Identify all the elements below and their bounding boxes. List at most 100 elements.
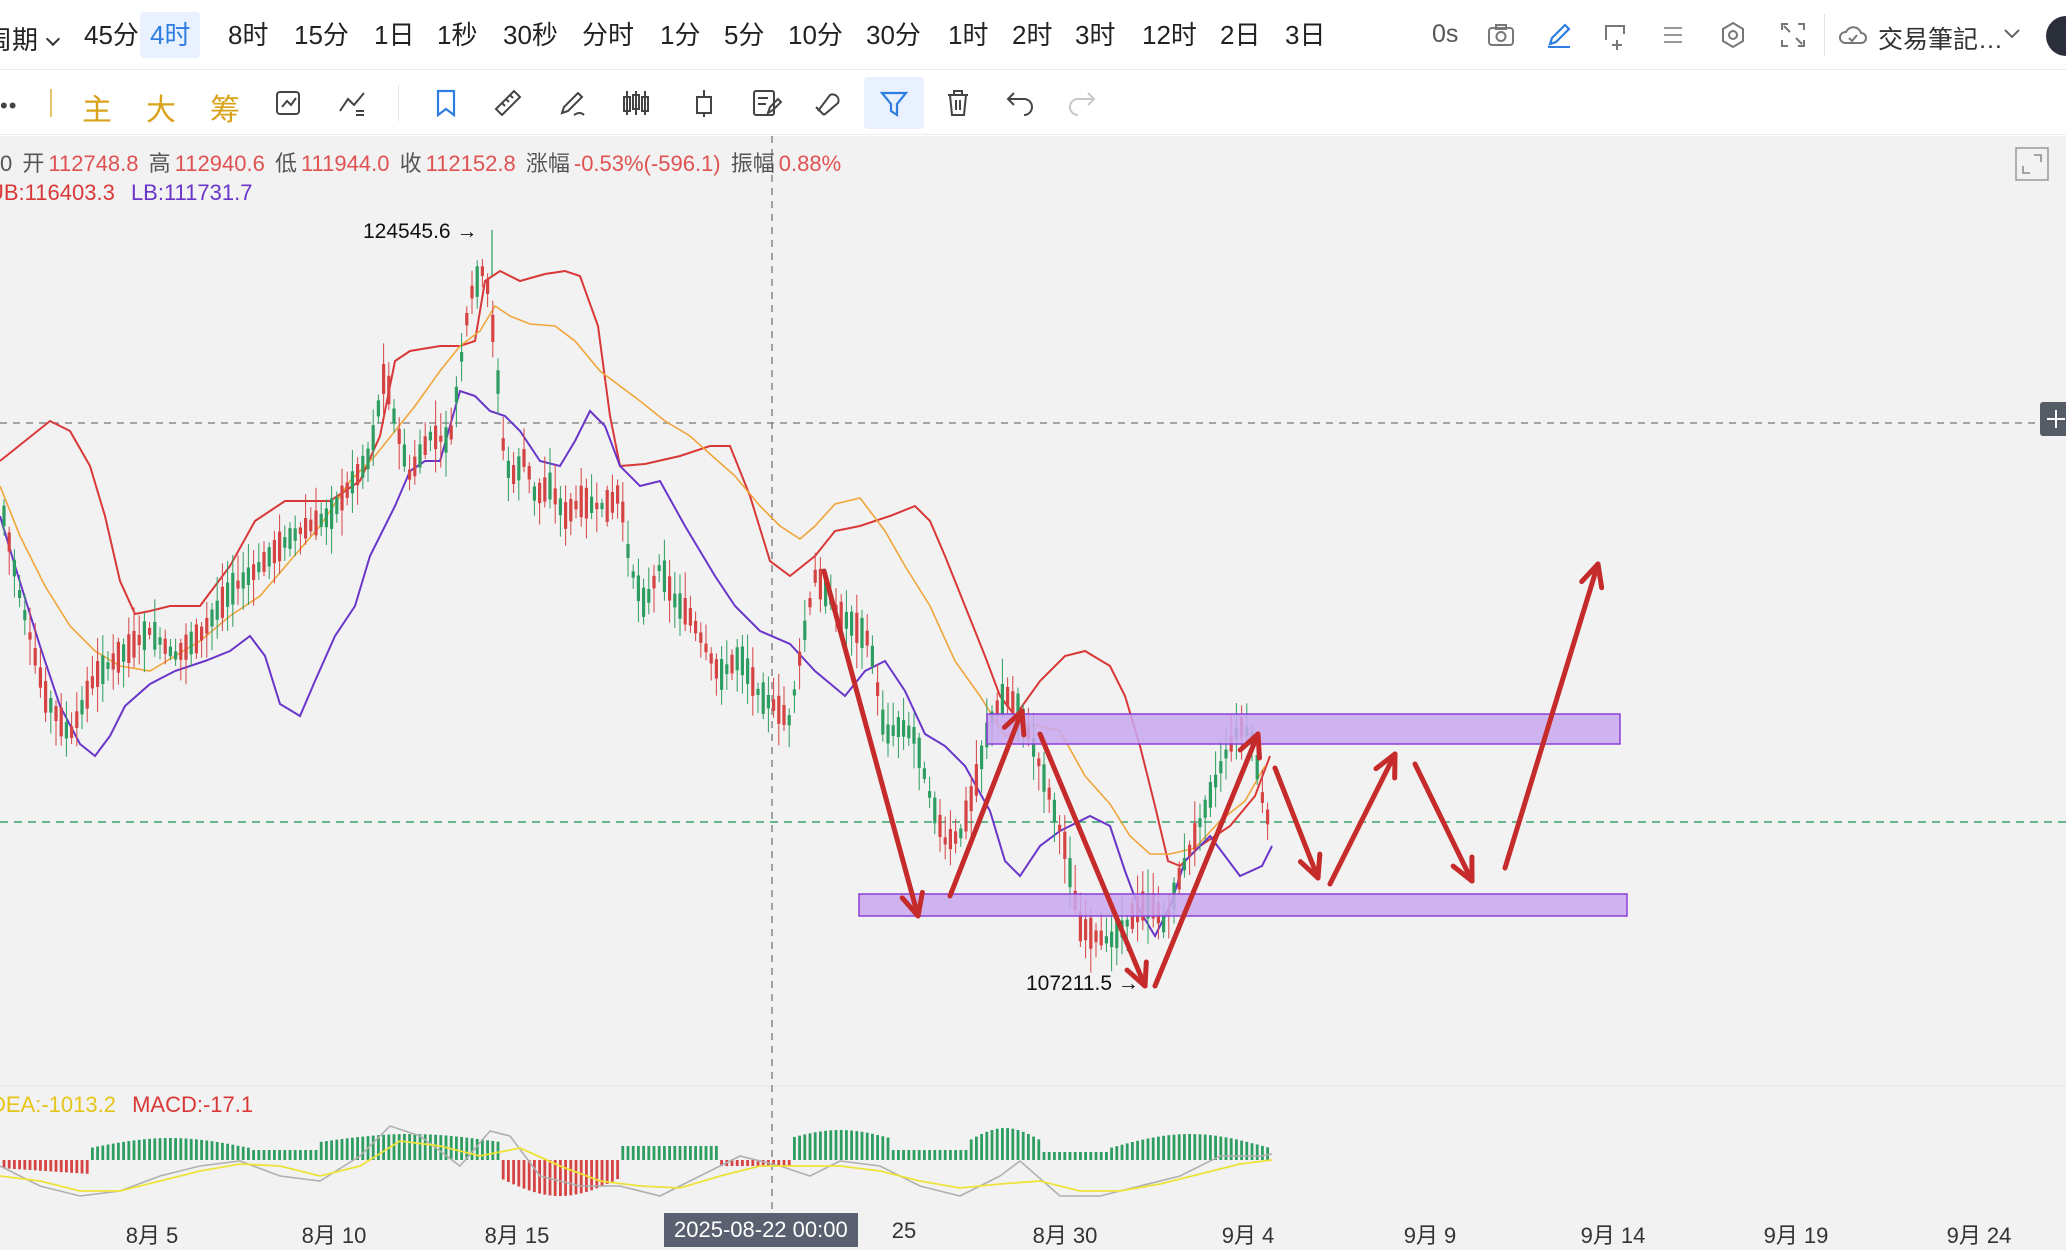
- candle-pattern-icon[interactable]: [618, 85, 654, 121]
- macd-bar: [1094, 1152, 1098, 1160]
- candle-body: [704, 643, 708, 653]
- period-dropdown[interactable]: 周期: [0, 20, 61, 57]
- period-option[interactable]: 1日: [374, 20, 415, 50]
- lower-band-value: LB:111731.7: [130, 180, 253, 205]
- period-option[interactable]: 2日: [1220, 20, 1261, 50]
- candle-body: [101, 655, 105, 684]
- note-edit-icon[interactable]: [748, 85, 784, 121]
- brush-icon[interactable]: [554, 85, 590, 121]
- candle-body: [278, 531, 282, 562]
- forecast-arrow-line: [1272, 765, 1321, 881]
- macd-bar: [189, 1138, 193, 1160]
- candle-body: [314, 510, 318, 536]
- candle-body: [64, 722, 68, 739]
- candle-body: [605, 490, 609, 522]
- settings-hex-icon[interactable]: [1716, 18, 1750, 52]
- period-option[interactable]: 4时: [140, 12, 201, 58]
- candle-body: [631, 571, 635, 578]
- fullscreen-icon[interactable]: [2014, 146, 2050, 182]
- period-option[interactable]: 12时: [1142, 20, 1197, 50]
- period-option[interactable]: 分时: [582, 20, 635, 50]
- compare-icon[interactable]: [334, 85, 370, 121]
- macd-bar: [512, 1160, 515, 1185]
- cloud-icon[interactable]: [1836, 18, 1870, 52]
- macd-bar: [1250, 1143, 1254, 1160]
- main-indicator-button[interactable]: 主: [82, 93, 112, 128]
- macd-bar: [1255, 1144, 1259, 1160]
- period-option[interactable]: 1时: [948, 20, 989, 50]
- single-candle-icon[interactable]: [686, 85, 722, 121]
- filter-icon[interactable]: [864, 77, 924, 129]
- candle-body: [969, 786, 973, 812]
- macd-bar: [631, 1146, 635, 1160]
- period-option[interactable]: 8时: [228, 20, 269, 50]
- more-menu-icon[interactable]: ••: [0, 93, 18, 118]
- journal-dropdown[interactable]: 交易筆記…: [1878, 26, 2004, 54]
- chevron-down-icon[interactable]: [2000, 22, 2024, 46]
- period-option[interactable]: 1秒: [437, 20, 478, 50]
- macd-bar: [772, 1160, 775, 1166]
- time-axis-label: 9月 9: [1403, 1223, 1457, 1248]
- macd-bar: [127, 1141, 131, 1160]
- add-alert-button[interactable]: [2040, 402, 2066, 436]
- macd-bar: [439, 1135, 443, 1160]
- candle-body: [382, 363, 386, 394]
- big-order-button[interactable]: 大: [146, 93, 176, 128]
- candle-body: [304, 518, 308, 539]
- macd-dea-line: [0, 1140, 1273, 1192]
- period-option[interactable]: 2时: [1012, 20, 1053, 50]
- pencil-icon[interactable]: [1542, 18, 1576, 52]
- macd-bar: [1203, 1134, 1207, 1160]
- undo-icon[interactable]: [1002, 85, 1038, 121]
- candle-body: [584, 487, 588, 519]
- macd-bar: [704, 1146, 708, 1160]
- avatar[interactable]: [2046, 16, 2066, 56]
- macd-bar: [891, 1150, 895, 1160]
- macd-bar: [590, 1160, 593, 1191]
- chart-area[interactable]: 0 开 112748.8 高 112940.6 低 111944.0 收 112152.…: [0, 136, 2066, 1250]
- macd-bar: [741, 1160, 744, 1166]
- expand-icon[interactable]: [1776, 18, 1810, 52]
- macd-bar: [1037, 1139, 1041, 1160]
- macd-bar: [1032, 1136, 1035, 1160]
- chip-distribution-button[interactable]: 筹: [210, 93, 240, 128]
- macd-bar: [158, 1138, 162, 1160]
- macd-bar: [257, 1150, 261, 1160]
- candle-body: [688, 608, 692, 626]
- candle-body: [538, 482, 542, 504]
- period-option[interactable]: 10分: [788, 20, 843, 50]
- redo-icon[interactable]: [1064, 85, 1100, 121]
- period-option[interactable]: 1分: [660, 20, 701, 50]
- period-option[interactable]: 30秒: [503, 20, 558, 50]
- candle-body: [1099, 930, 1103, 946]
- macd-bar: [985, 1131, 989, 1160]
- period-option[interactable]: 5分: [724, 20, 765, 50]
- candle-body: [293, 528, 297, 541]
- bookmark-icon[interactable]: [428, 85, 464, 121]
- period-option[interactable]: 15分: [294, 20, 349, 50]
- replay-icon[interactable]: [270, 85, 306, 121]
- period-option[interactable]: 3日: [1285, 20, 1326, 50]
- period-option[interactable]: 30分: [866, 20, 921, 50]
- trash-icon[interactable]: [940, 85, 976, 121]
- candle-body: [855, 612, 859, 643]
- forecast-arrow-line: [1037, 731, 1148, 989]
- period-option[interactable]: 45分: [84, 20, 139, 50]
- camera-icon[interactable]: [1484, 18, 1518, 52]
- ruler-icon[interactable]: [490, 85, 526, 121]
- candle-body: [423, 436, 427, 455]
- macd-bar: [491, 1141, 495, 1160]
- add-panel-icon[interactable]: [1598, 18, 1632, 52]
- period-option[interactable]: 3时: [1075, 20, 1116, 50]
- kline-chart[interactable]: [0, 136, 2066, 1250]
- candle-body: [746, 658, 750, 684]
- macd-bar: [475, 1138, 479, 1160]
- magnet-icon[interactable]: [810, 85, 846, 121]
- forecast-arrow-line: [1502, 561, 1601, 871]
- macd-bar: [106, 1144, 110, 1160]
- macd-bar: [1224, 1137, 1228, 1160]
- forecast-arrow-head: [1124, 959, 1149, 989]
- list-settings-icon[interactable]: [1656, 18, 1690, 52]
- macd-bar: [39, 1160, 42, 1171]
